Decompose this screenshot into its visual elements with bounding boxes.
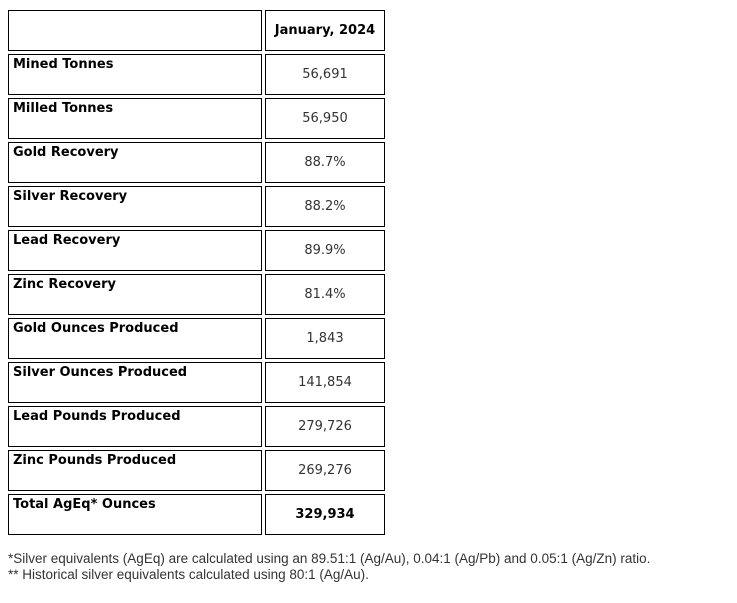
- table-row-zinc-recovery: Zinc Recovery 81.4%: [8, 274, 385, 315]
- table-row-gold-ounces: Gold Ounces Produced 1,843: [8, 318, 385, 359]
- footnote-ageq-ratio: *Silver equivalents (AgEq) are calculate…: [8, 551, 651, 566]
- footnotes: *Silver equivalents (AgEq) are calculate…: [8, 551, 737, 583]
- row-value: 81.4%: [265, 274, 385, 315]
- table-row-gold-recovery: Gold Recovery 88.7%: [8, 142, 385, 183]
- table-row-silver-recovery: Silver Recovery 88.2%: [8, 186, 385, 227]
- row-label: Zinc Pounds Produced: [8, 450, 262, 491]
- table-row-lead-recovery: Lead Recovery 89.9%: [8, 230, 385, 271]
- row-value: 329,934: [265, 494, 385, 535]
- table-row-milled-tonnes: Milled Tonnes 56,950: [8, 98, 385, 139]
- row-label: Gold Ounces Produced: [8, 318, 262, 359]
- row-label: Lead Pounds Produced: [8, 406, 262, 447]
- header-month-cell: January, 2024: [265, 10, 385, 51]
- table-row-total-ageq: Total AgEq* Ounces 329,934: [8, 494, 385, 535]
- row-label: Silver Ounces Produced: [8, 362, 262, 403]
- table-row-lead-pounds: Lead Pounds Produced 279,726: [8, 406, 385, 447]
- table-header-row: January, 2024: [8, 10, 385, 51]
- production-table: January, 2024 Mined Tonnes 56,691 Milled…: [5, 7, 388, 538]
- row-value: 1,843: [265, 318, 385, 359]
- row-value: 141,854: [265, 362, 385, 403]
- table-row-silver-ounces: Silver Ounces Produced 141,854: [8, 362, 385, 403]
- row-label: Zinc Recovery: [8, 274, 262, 315]
- row-value: 56,950: [265, 98, 385, 139]
- row-label: Silver Recovery: [8, 186, 262, 227]
- row-value: 89.9%: [265, 230, 385, 271]
- footnote-historical-ratio: ** Historical silver equivalents calcula…: [8, 566, 369, 582]
- row-label: Milled Tonnes: [8, 98, 262, 139]
- row-value: 88.7%: [265, 142, 385, 183]
- row-value: 56,691: [265, 54, 385, 95]
- row-value: 279,726: [265, 406, 385, 447]
- row-value: 269,276: [265, 450, 385, 491]
- row-label: Gold Recovery: [8, 142, 262, 183]
- table-row-zinc-pounds: Zinc Pounds Produced 269,276: [8, 450, 385, 491]
- row-value: 88.2%: [265, 186, 385, 227]
- table-row-mined-tonnes: Mined Tonnes 56,691: [8, 54, 385, 95]
- row-label: Lead Recovery: [8, 230, 262, 271]
- header-empty-cell: [8, 10, 262, 51]
- row-label: Mined Tonnes: [8, 54, 262, 95]
- row-label: Total AgEq* Ounces: [8, 494, 262, 535]
